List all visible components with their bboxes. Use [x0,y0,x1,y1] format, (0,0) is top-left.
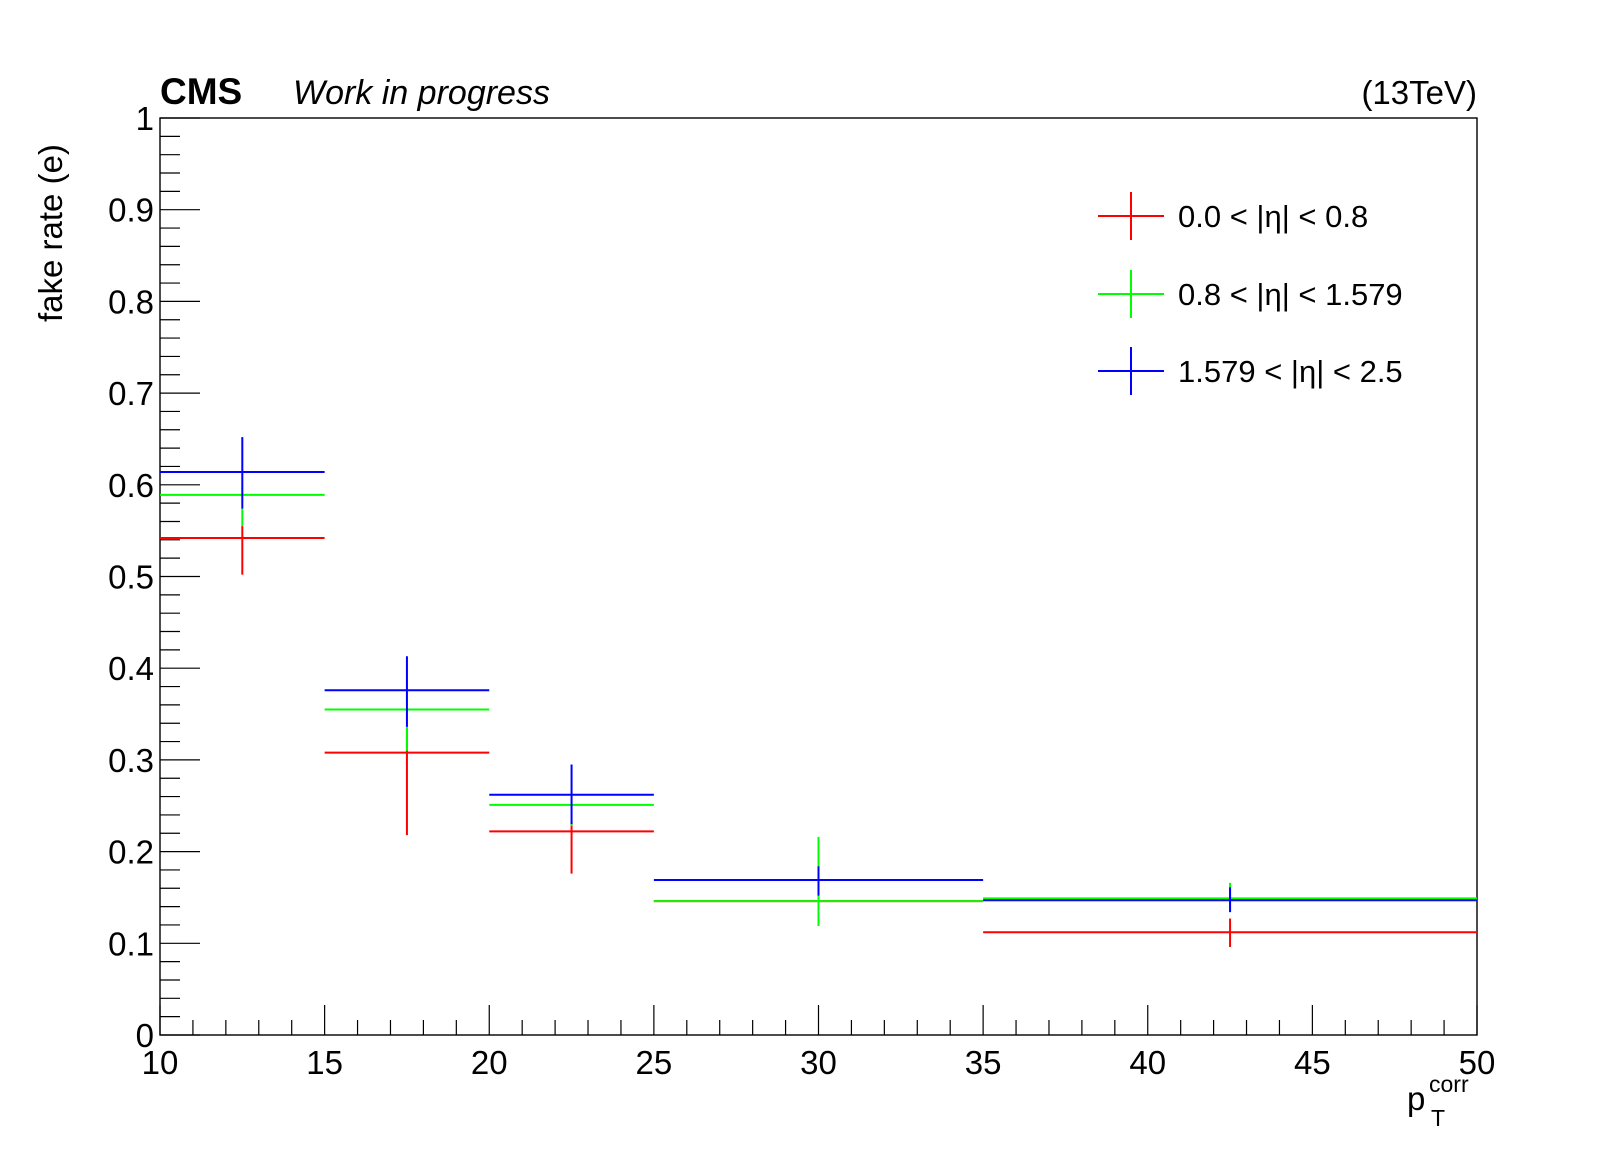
y-tick-label: 0.4 [108,650,154,687]
x-axis-title-main: p [1407,1080,1425,1117]
y-tick-label: 0.5 [108,559,154,596]
legend-label: 0.8 < |η| < 1.579 [1178,277,1403,312]
data-point [653,866,984,896]
x-axis-title: p corr T [1407,1071,1469,1131]
y-axis-title: fake rate (e) [32,144,69,322]
legend-entry: 0.0 < |η| < 0.8 [1098,192,1368,240]
data-point [160,437,325,509]
x-axis-title-sup: corr [1429,1071,1469,1097]
y-tick-label: 0.1 [108,925,154,962]
status-label: Work in progress [293,74,550,112]
data-point [983,918,1477,947]
axis-tick-labels: 10 15 20 25 30 35 40 45 50 0 0.1 0.2 0.3 0.4 0.5 0.6 0.7… [108,100,1495,1081]
y-tick-label: 0.2 [108,834,154,871]
series-3 [160,437,1477,913]
data-series [160,437,1477,947]
y-tick-label: 1 [136,100,154,137]
legend-entry: 1.579 < |η| < 2.5 [1098,347,1403,395]
data-point [983,887,1477,913]
legend-label: 1.579 < |η| < 2.5 [1178,354,1403,389]
legend-label: 0.0 < |η| < 0.8 [1178,199,1368,234]
x-tick-label: 30 [800,1044,837,1081]
legend-entry: 0.8 < |η| < 1.579 [1098,270,1403,318]
data-point [489,822,654,874]
y-tick-label: 0.8 [108,283,154,320]
axis-ticks [159,117,1478,1036]
data-point [160,526,325,575]
y-tick-label: 0.3 [108,742,154,779]
y-tick-label: 0 [136,1017,154,1054]
y-tick-label: 0.9 [108,192,154,229]
x-tick-label: 40 [1129,1044,1166,1081]
energy-label: (13TeV) [1361,74,1477,111]
y-tick-label: 0.6 [108,467,154,504]
data-point [489,764,654,825]
y-tick-label: 0.7 [108,375,154,412]
x-tick-label: 15 [306,1044,343,1081]
data-point [324,656,490,727]
series-2 [160,493,1477,926]
x-tick-label: 20 [471,1044,508,1081]
experiment-label: CMS [160,71,242,112]
x-tick-label: 10 [142,1044,179,1081]
x-tick-label: 25 [636,1044,673,1081]
x-tick-label: 45 [1294,1044,1331,1081]
legend: 0.0 < |η| < 0.8 0.8 < |η| < 1.579 1.579 < … [1098,192,1403,395]
x-tick-label: 50 [1459,1044,1496,1081]
x-axis-title-sub: T [1431,1105,1445,1131]
x-tick-label: 35 [965,1044,1002,1081]
